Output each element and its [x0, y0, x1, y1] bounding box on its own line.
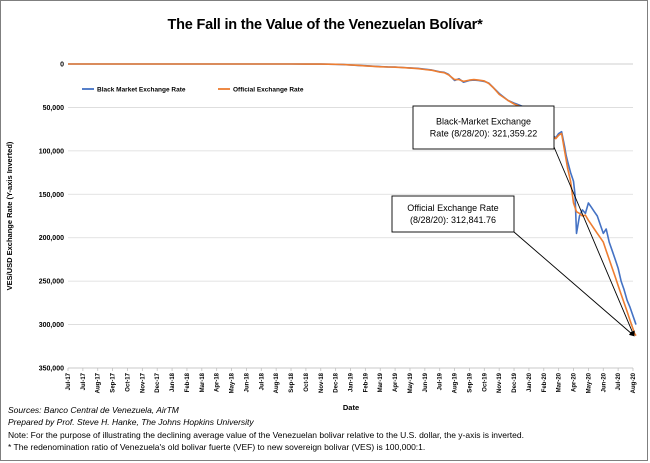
black-market-callout-arrow — [553, 146, 635, 337]
official-callout-line2: (8/28/20): 312,841.76 — [410, 215, 496, 225]
x-tick-label: Jun-20 — [601, 372, 607, 392]
x-tick-label: Mar-20 — [557, 372, 563, 392]
legend-label: Black Market Exchange Rate — [97, 87, 186, 94]
x-tick-label: Jul-20 — [616, 372, 622, 390]
annotations: Black-Market Exchange Rate (8/28/20): 321… — [391, 105, 635, 337]
x-tick-label: Apr-18 — [215, 372, 221, 392]
x-tick-label: Feb-20 — [542, 372, 548, 392]
x-tick-label: Aug-18 — [274, 372, 280, 393]
x-tick-label: Jul-18 — [259, 372, 265, 390]
x-tick-label: Sep-17 — [111, 372, 117, 392]
official-callout-arrow — [513, 231, 635, 337]
y-tick-label: 100,000 — [39, 148, 64, 155]
x-tick-label: May-20 — [586, 372, 592, 393]
x-tick-label: Apr-20 — [572, 372, 578, 392]
x-tick-label: Mar-18 — [200, 372, 206, 392]
official-line — [68, 63, 637, 337]
x-tick-label: Jun-19 — [423, 372, 429, 392]
x-tick-label: Jul-17 — [66, 372, 72, 390]
y-tick-label: 50,000 — [43, 105, 65, 112]
black-market-callout-box — [412, 105, 555, 150]
x-tick-label: Jan-19 — [349, 372, 355, 392]
x-tick-label: Aug-19 — [453, 372, 459, 393]
x-tick-label: Feb-19 — [363, 372, 369, 392]
y-axis-label: VES/USD Exchange Rate (Y-axis Inverted) — [5, 141, 14, 290]
source-note: Sources: Banco Central de Venezuela, Air… — [8, 405, 179, 415]
inverted-axis-note: Note: For the purpose of illustrating th… — [8, 430, 524, 440]
x-tick-label: Jul-19 — [438, 372, 444, 390]
prepared-by-note: Prepared by Prof. Steve H. Hanke, The Jo… — [8, 417, 254, 427]
x-tick-label: Oct-18 — [304, 372, 310, 391]
x-tick-label: Jan-20 — [527, 372, 533, 392]
x-tick-label: Dec-19 — [512, 372, 518, 392]
x-tick-label: Oct-17 — [125, 372, 131, 391]
y-tick-label: 300,000 — [39, 322, 64, 329]
x-axis-label: Date — [343, 403, 359, 412]
x-tick-label: Jan-18 — [170, 372, 176, 392]
legend-label: Official Exchange Rate — [233, 87, 304, 94]
y-tick-label: 250,000 — [39, 279, 64, 286]
x-tick-label: Sep-18 — [289, 372, 295, 392]
axes: 0 50,000 100,000 150,000 200,000 250,000 300,0… — [39, 62, 637, 394]
black-market-callout-line1: Black-Market Exchange — [436, 117, 531, 127]
black-market-callout-line2: Rate (8/28/20): 321,359.22 — [430, 129, 538, 139]
y-tick-label: 200,000 — [39, 235, 64, 242]
redenomination-note: * The redenomination ratio of Venezuela'… — [8, 442, 426, 452]
x-tick-label: Dec-18 — [334, 372, 340, 392]
x-tick-label: Aug-20 — [631, 372, 637, 393]
chart-title: The Fall in the Value of the Venezuelan … — [167, 17, 483, 33]
y-tick-label: 350,000 — [39, 366, 64, 373]
x-tick-label: Jul-17 — [81, 372, 87, 390]
y-tick-label: 150,000 — [39, 192, 64, 199]
x-tick-label: Mar-19 — [378, 372, 384, 392]
x-tick-label: May-18 — [230, 372, 236, 393]
x-tick-label: Nov-19 — [497, 372, 503, 393]
y-tick-label: 0 — [60, 62, 64, 69]
legend: Black Market Exchange Rate Official Excha… — [82, 87, 304, 94]
x-tick-label: Aug-17 — [96, 372, 102, 393]
x-tick-label: Apr-19 — [393, 372, 399, 392]
x-tick-label: Feb-18 — [185, 372, 191, 392]
x-tick-label: Oct-19 — [482, 372, 488, 391]
official-callout-box — [391, 195, 515, 233]
x-tick-label: Jun-18 — [244, 372, 250, 392]
x-tick-label: Dec-17 — [155, 372, 161, 392]
x-tick-label: Nov-18 — [319, 372, 325, 393]
x-tick-label: Nov-17 — [140, 372, 146, 393]
series — [68, 63, 637, 337]
x-tick-label: Sep-19 — [467, 372, 473, 392]
official-callout-line1: Official Exchange Rate — [407, 203, 498, 213]
x-tick-label: May-19 — [408, 372, 414, 393]
